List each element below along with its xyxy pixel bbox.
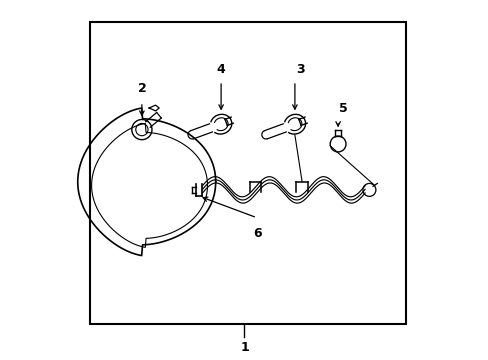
Text: 3: 3 [295,63,304,76]
Text: 4: 4 [216,63,225,76]
Text: 6: 6 [252,227,261,240]
Text: 2: 2 [137,82,146,95]
Bar [89,22,406,324]
Text: 5: 5 [339,102,347,115]
Text: 1: 1 [240,341,248,354]
